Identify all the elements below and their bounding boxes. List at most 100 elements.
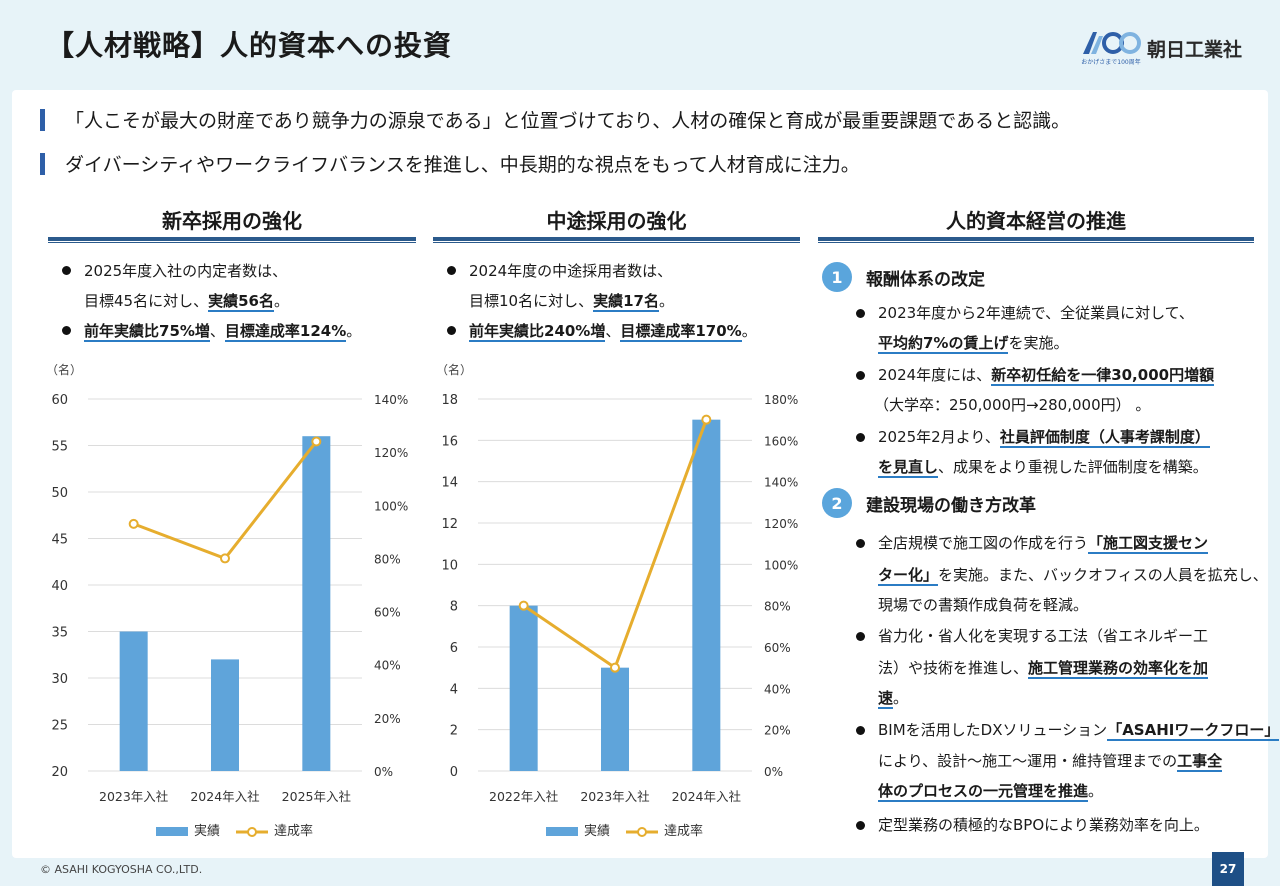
y2-tick-label: 0% (764, 765, 783, 779)
copyright: © ASAHI KOGYOSHA CO.,LTD. (40, 863, 203, 876)
x-tick-label: 2024年入社 (190, 789, 259, 804)
unit-label: （名） (46, 362, 82, 377)
bar-2022年入社 (509, 605, 538, 771)
s2-b2-l3: 速。 (878, 687, 908, 709)
col3-heading: 人的資本経営の推進 (946, 209, 1126, 233)
s2-b2-l2: 法）や技術を推進し、施工管理業務の効率化を加 (878, 657, 1209, 679)
y-tick-label: 16 (441, 434, 458, 449)
lead-text-1: 「人こそが最大の財産であり競争力の源泉である」と位置づけており、人材の確保と育成… (65, 110, 1071, 132)
s2-b3-post: 。 (1088, 782, 1104, 800)
s2-b1-em2: ター化」 (878, 566, 939, 586)
company-logo: おかげさまで100周年 朝日工業社 (1081, 30, 1242, 66)
y-tick-label: 12 (441, 517, 458, 532)
s1-b1-l1: 2023年度から2年連続で、全従業員に対して、 (878, 304, 1194, 322)
s2-b3-l3: 体のプロセスの一元管理を推進。 (878, 780, 1104, 802)
legend-label-bars: 実績 (194, 823, 220, 839)
y-tick-label: 60 (51, 393, 68, 408)
s1-b3-em: 社員評価制度（人事考課制度） (999, 428, 1210, 448)
col1-b1-post: 。 (273, 292, 289, 310)
legend-label-line: 達成率 (664, 823, 703, 839)
bullet-dot (856, 632, 865, 641)
s1-b2-em: 新卒初任給を一律30,000円増額 (991, 366, 1215, 386)
bar-2023年入社 (601, 667, 629, 771)
bullet-dot (62, 266, 71, 275)
s2-b3-pre2: により、設計～施工～運用・維持管理までの (878, 752, 1178, 770)
s2-b3-em: 「ASAHIワークフロー」 (1107, 721, 1280, 741)
y2-tick-label: 100% (374, 499, 408, 513)
bullet-dot (856, 726, 865, 735)
bullet-dot (856, 433, 865, 442)
y-tick-label: 55 (51, 440, 68, 455)
s2-b3-em3: 体のプロセスの一元管理を推進 (878, 782, 1089, 802)
y2-tick-label: 0% (374, 765, 393, 779)
rate-point-2024年入社 (220, 553, 230, 564)
logo-tagline: おかげさまで100周年 (1081, 58, 1140, 66)
rate-point-2024年入社 (701, 414, 712, 425)
section-number-1: 1 (822, 262, 852, 292)
s2-b1-l2: ター化」を実施。また、バックオフィスの人員を拡充し、 (878, 564, 1268, 586)
legend-label-bars: 実績 (584, 823, 610, 839)
s2-b2-l1: 省力化・省人化を実現する工法（省エネルギー工 (878, 627, 1209, 645)
y2-tick-label: 40% (374, 659, 401, 673)
s1-b2-l2: （大学卒：250,000円→280,000円） 。 (874, 396, 1151, 414)
s2-b3-l2: により、設計～施工～運用・維持管理までの工事全 (878, 750, 1223, 772)
s2-b3-pre: BIMを活用したDXソリューション (878, 721, 1108, 739)
col1-b1-pre: 目標45名に対し、 (84, 292, 209, 310)
page-title: 【人材戦略】人的資本への投資 (46, 29, 453, 62)
y-tick-label: 40 (51, 579, 68, 594)
col2-b1-em: 実績17名 (593, 292, 659, 312)
y2-tick-label: 120% (764, 517, 798, 531)
y2-tick-label: 140% (374, 393, 408, 407)
col2-b1-line1: 2024年度の中途採用者数は、 (469, 262, 673, 280)
s2-b1-l1: 全店規模で施工図の作成を行う「施工図支援セン (878, 532, 1209, 554)
y-tick-label: 45 (51, 533, 68, 548)
y2-tick-label: 160% (764, 434, 798, 448)
s1-b2-pre: 2024年度には、 (878, 366, 992, 384)
bullet-dot (856, 309, 865, 318)
page-number: 27 (1212, 852, 1244, 886)
legend-marker-line (637, 827, 647, 837)
col1-b1-line1: 2025年度入社の内定者数は、 (84, 262, 288, 280)
col1-b2-em1: 前年実績比75%増 (84, 322, 210, 342)
y-tick-label: 0 (450, 765, 458, 780)
s2-b1-pre: 全店規模で施工図の作成を行う (878, 534, 1089, 552)
col2-b2-sep: 、 (605, 322, 621, 340)
y-tick-label: 25 (51, 719, 68, 734)
lead-marker (40, 108, 45, 131)
rate-point-2023年入社 (610, 662, 620, 673)
section-title-worksite-reform: 建設現場の働き方改革 (866, 496, 1036, 516)
s2-b1-post: を実施。また、バックオフィスの人員を拡充し、 (938, 566, 1268, 584)
s1-b2-l1: 2024年度には、新卒初任給を一律30,000円増額 (878, 364, 1215, 386)
y-tick-label: 6 (450, 641, 458, 656)
legend-swatch-bars (156, 827, 188, 836)
x-tick-label: 2022年入社 (489, 789, 558, 804)
col1-heading: 新卒採用の強化 (162, 209, 302, 233)
y2-tick-label: 180% (764, 393, 798, 407)
s2-b1-em: 「施工図支援セン (1088, 534, 1209, 554)
col2-b2-em2: 目標達成率170% (620, 322, 742, 342)
x-tick-label: 2023年入社 (580, 789, 649, 804)
col1-b2-post: 。 (346, 322, 362, 340)
legend-swatch-bars (546, 827, 578, 836)
x-tick-label: 2023年入社 (99, 789, 168, 804)
y-tick-label: 50 (51, 486, 68, 501)
col1-b2-em2: 目標達成率124% (224, 322, 347, 342)
bullet-dot (62, 326, 71, 335)
y2-tick-label: 140% (764, 476, 798, 490)
s1-b1-l2: 平均約7%の賃上げを実施。 (878, 332, 1068, 354)
lead-text-2: ダイバーシティやワークライフバランスを推進し、中長期的な視点をもって人材育成に注… (65, 154, 860, 176)
s2-b3-l1: BIMを活用したDXソリューション「ASAHIワークフロー」 (878, 719, 1280, 741)
legend-marker-line (247, 827, 257, 837)
y2-tick-label: 60% (764, 641, 791, 655)
col3-divider (818, 237, 1254, 243)
bar-2023年入社 (119, 631, 148, 771)
rate-point-2023年入社 (128, 518, 139, 529)
section-title-compensation: 報酬体系の改定 (866, 270, 985, 290)
s2-b1-l3: 現場での書類作成負荷を軽減。 (878, 596, 1089, 614)
section-number-2: 2 (822, 488, 852, 518)
col1-b1-em: 実績56名 (208, 292, 274, 312)
bullet-dot (856, 539, 865, 548)
s1-b3-l1: 2025年2月より、社員評価制度（人事考課制度） (878, 426, 1210, 448)
y-tick-label: 18 (441, 393, 458, 408)
bullet-dot (447, 326, 456, 335)
